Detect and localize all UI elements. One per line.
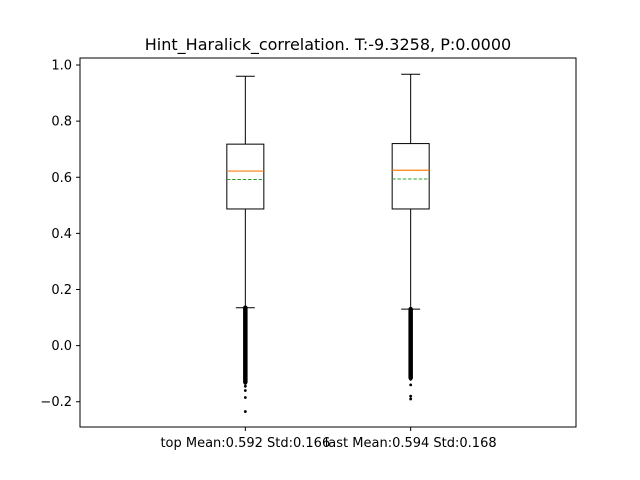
outlier-point — [243, 410, 247, 413]
iqr-box — [226, 143, 265, 210]
y-tick-label: 0.8 — [51, 115, 72, 130]
outlier-point — [243, 396, 247, 399]
outlier-point — [409, 377, 413, 381]
y-tick-label: −0.2 — [40, 395, 72, 410]
outlier-point — [409, 394, 413, 398]
outlier-point — [243, 384, 247, 388]
iqr-box — [391, 143, 430, 210]
chart-title: Hint_Haralick_correlation. T:-9.3258, P:… — [145, 35, 511, 55]
y-tick-label: 0.4 — [51, 227, 72, 242]
y-tick-label: 0.2 — [51, 283, 72, 298]
outlier-point — [409, 383, 413, 387]
boxes-layer — [226, 73, 430, 413]
x-tick-label: last Mean:0.594 Std:0.168 — [325, 436, 497, 451]
plot-frame — [79, 57, 577, 428]
outlier-point — [243, 389, 247, 392]
box-group — [391, 73, 430, 401]
y-tick-label: 1.0 — [51, 59, 72, 74]
outlier-point — [409, 397, 413, 401]
box-group — [226, 75, 265, 413]
y-axis: −0.2 0.0 0.2 0.4 0.6 0.8 1.0 — [40, 59, 80, 410]
y-tick-label: 0.0 — [51, 339, 72, 354]
outlier-point — [243, 382, 247, 385]
y-tick-label: 0.6 — [51, 171, 72, 186]
x-tick-label: top Mean:0.592 Std:0.166 — [160, 436, 330, 451]
